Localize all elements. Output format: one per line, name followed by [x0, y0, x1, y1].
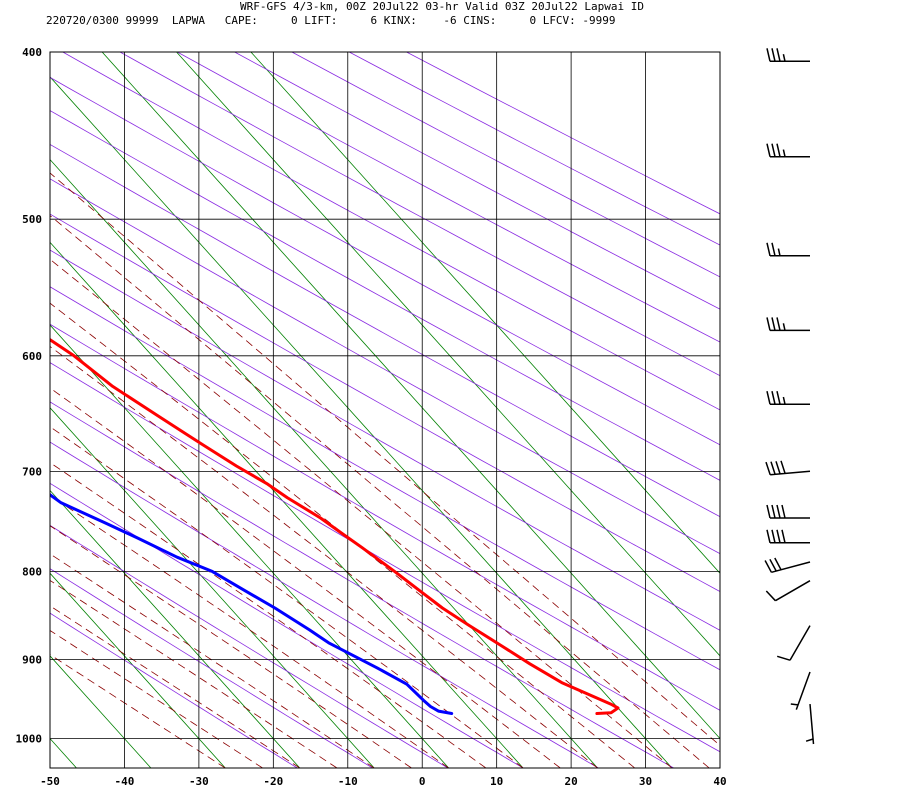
dry-adiabat-line	[50, 76, 720, 446]
x-tick-label: -50	[40, 775, 60, 788]
wind-barb	[764, 557, 811, 574]
wind-barb	[765, 460, 811, 476]
y-tick-label: 900	[22, 654, 42, 667]
temperature-line	[50, 337, 620, 715]
wind-barb	[765, 580, 811, 602]
isotherm-line	[176, 52, 720, 657]
moist-adiabat-line	[50, 258, 673, 768]
isotherm-line	[0, 52, 2, 768]
x-tick-label: -40	[115, 775, 135, 788]
series-layer	[50, 337, 620, 715]
dry-adiabat-line	[177, 52, 720, 343]
wind-barb	[766, 143, 810, 158]
x-tick-label: 30	[639, 775, 652, 788]
dry-adiabat-line	[50, 249, 720, 631]
dry-adiabat-line	[50, 524, 449, 768]
dry-adiabat-line	[50, 323, 720, 711]
wind-barb	[790, 671, 811, 710]
plot-frame	[49, 51, 721, 769]
y-tick-label: 500	[22, 213, 42, 226]
x-tick-label: 20	[564, 775, 577, 788]
dry-adiabat-line	[349, 52, 720, 246]
dry-adiabat-line	[62, 52, 720, 411]
gridlines	[50, 51, 720, 768]
moist-adiabat-line	[50, 553, 375, 768]
dry-adiabat-line	[406, 52, 720, 215]
isotherm-line	[101, 52, 720, 740]
isotherm-line	[250, 52, 720, 574]
isotherm-line	[50, 324, 449, 768]
x-tick-label: 40	[713, 775, 726, 788]
dry-adiabat-line	[50, 612, 298, 768]
moist-adiabat-line	[50, 495, 449, 768]
isotherm-line	[50, 158, 598, 768]
moist-adiabat-line	[50, 462, 487, 768]
chart-title: WRF-GFS 4/3-km, 00Z 20Jul22 03-hr Valid …	[240, 0, 644, 13]
moist-adiabat-line	[50, 215, 710, 768]
dry-adiabat-line	[50, 482, 524, 768]
moist-adiabat-line	[50, 345, 598, 768]
y-tick-label: 800	[22, 565, 42, 578]
isotherm-line	[50, 572, 226, 768]
dry-adiabat-line	[234, 52, 720, 310]
moist-adiabat-line	[50, 629, 263, 768]
sounding-indices: 220720/0300 99999 LAPWA CAPE: 0 LIFT: 6 …	[46, 14, 616, 27]
moist-adiabat-line	[50, 387, 561, 768]
y-tick-label: 1000	[16, 733, 43, 746]
dewpoint-line	[50, 492, 454, 715]
moist-adiabat-line	[50, 579, 338, 768]
wind-barb	[766, 529, 810, 544]
dry-adiabat-line	[50, 110, 720, 481]
wind-barb	[776, 625, 811, 661]
isotherm-line	[50, 76, 673, 768]
moist-adiabat-line	[50, 302, 636, 768]
x-tick-label: -30	[189, 775, 209, 788]
moist-adiabat-line	[50, 525, 412, 768]
tick-labels: -50 -40 -30 -20 -10 0 10 20 30 40 400 500 600 700 800 9…	[16, 46, 727, 788]
wind-barb	[766, 317, 810, 332]
isotherm-line	[50, 241, 524, 768]
wind-barb	[766, 504, 810, 519]
moist-adiabat-line	[50, 426, 524, 768]
x-tick-label: -20	[263, 775, 283, 788]
wind-barb	[766, 48, 810, 63]
y-tick-label: 400	[22, 46, 42, 59]
dry-adiabat-line	[50, 286, 720, 671]
dry-adiabat-line	[50, 213, 720, 593]
dry-adiabat-line	[119, 52, 720, 377]
dry-adiabat-line	[291, 52, 720, 278]
wind-barb	[805, 704, 815, 745]
isotherm-line	[50, 407, 375, 768]
dry-adiabat-line	[50, 441, 599, 768]
dry-adiabat-line	[50, 401, 674, 768]
moist-adiabat-line	[50, 654, 226, 768]
x-tick-label: -10	[338, 775, 358, 788]
y-tick-label: 700	[22, 465, 42, 478]
wind-barb	[766, 391, 810, 405]
wind-barb	[766, 242, 810, 257]
isotherm-line	[50, 489, 301, 768]
x-tick-label: 0	[419, 775, 426, 788]
moist-adiabat-line	[50, 172, 720, 747]
wind-barbs	[764, 48, 815, 745]
x-tick-label: 10	[490, 775, 503, 788]
dry-adiabat-line	[50, 568, 373, 768]
dry-adiabat-line	[50, 178, 720, 555]
dry-adiabat-line	[50, 362, 720, 753]
dry-adiabat-line	[50, 143, 720, 518]
background-lines	[0, 52, 720, 768]
moist-adiabat-line	[50, 605, 301, 768]
y-tick-label: 600	[22, 350, 42, 363]
